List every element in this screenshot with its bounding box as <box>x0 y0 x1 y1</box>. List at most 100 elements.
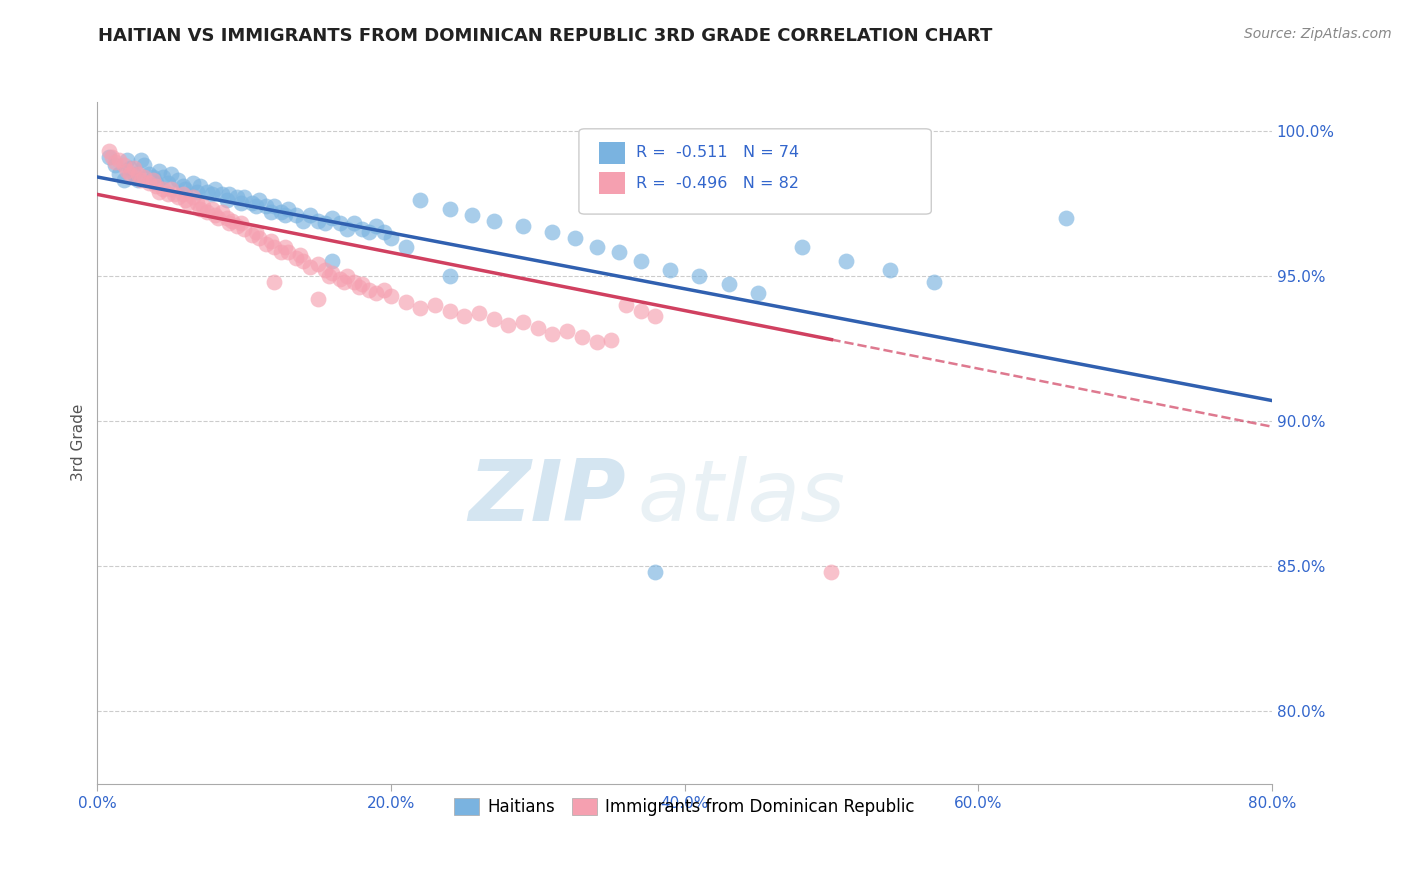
Point <box>159 181 181 195</box>
Point <box>717 277 740 292</box>
Point <box>204 181 226 195</box>
Point <box>423 298 446 312</box>
Text: ZIP: ZIP <box>468 456 626 539</box>
Point <box>118 167 141 181</box>
Point <box>263 275 285 289</box>
Point <box>439 268 461 283</box>
Point <box>186 185 208 199</box>
Point <box>329 217 352 231</box>
Point <box>644 310 666 324</box>
Point <box>134 158 156 172</box>
Point <box>131 173 153 187</box>
Point <box>270 245 292 260</box>
Text: R =  -0.511   N = 74: R = -0.511 N = 74 <box>637 145 800 161</box>
Point <box>277 245 299 260</box>
Point <box>104 158 127 172</box>
Point <box>142 169 165 184</box>
Point <box>571 329 593 343</box>
Point <box>134 169 156 184</box>
Point <box>156 176 179 190</box>
Point <box>299 260 322 274</box>
Point <box>600 333 623 347</box>
Point <box>231 196 253 211</box>
Point <box>131 153 153 167</box>
Point <box>333 275 356 289</box>
Point <box>259 204 281 219</box>
Point <box>482 312 505 326</box>
Point <box>277 202 299 216</box>
Point <box>409 193 432 207</box>
Point <box>211 187 233 202</box>
Point <box>207 211 229 225</box>
Point <box>321 266 343 280</box>
Point <box>108 153 131 167</box>
Point <box>163 187 186 202</box>
Point <box>291 213 314 227</box>
Point <box>343 217 366 231</box>
Point <box>148 185 170 199</box>
Point <box>233 190 256 204</box>
Point <box>688 268 710 283</box>
Point <box>218 217 240 231</box>
Point <box>380 289 402 303</box>
Point <box>127 167 149 181</box>
Point <box>221 213 243 227</box>
Point <box>240 228 263 243</box>
Point <box>512 315 534 329</box>
Point <box>108 167 131 181</box>
Point <box>284 252 307 266</box>
Text: HAITIAN VS IMMIGRANTS FROM DOMINICAN REPUBLIC 3RD GRADE CORRELATION CHART: HAITIAN VS IMMIGRANTS FROM DOMINICAN REP… <box>98 27 993 45</box>
FancyBboxPatch shape <box>579 128 931 214</box>
Point <box>245 225 267 239</box>
Point <box>181 176 204 190</box>
Point <box>204 208 226 222</box>
Point <box>145 178 167 193</box>
Point <box>211 204 233 219</box>
Point <box>115 153 138 167</box>
Point <box>254 236 277 251</box>
Point <box>329 271 352 285</box>
Point <box>658 263 681 277</box>
Point <box>555 324 578 338</box>
Point <box>790 240 813 254</box>
Point <box>118 161 141 176</box>
Point <box>159 167 181 181</box>
Point <box>585 240 607 254</box>
Point <box>395 294 418 309</box>
Text: R =  -0.496   N = 82: R = -0.496 N = 82 <box>637 176 800 191</box>
Point <box>922 275 945 289</box>
Point <box>357 225 380 239</box>
Point <box>373 225 395 239</box>
Point <box>541 326 564 341</box>
Point <box>138 176 160 190</box>
Point <box>112 158 135 172</box>
Point <box>527 321 550 335</box>
Point <box>197 185 219 199</box>
Point <box>233 222 256 236</box>
Point <box>336 222 359 236</box>
Point <box>197 204 219 219</box>
Point <box>152 169 174 184</box>
Point <box>347 280 370 294</box>
Point <box>314 263 336 277</box>
Point <box>145 176 167 190</box>
Point <box>174 181 197 195</box>
Point <box>314 217 336 231</box>
Point <box>357 283 380 297</box>
Point <box>879 263 901 277</box>
Point <box>254 199 277 213</box>
Point <box>247 231 270 245</box>
Point <box>630 303 652 318</box>
Point <box>321 211 343 225</box>
Point <box>307 292 329 306</box>
Point <box>564 231 586 245</box>
Point <box>468 306 491 320</box>
Point <box>614 298 637 312</box>
Point <box>122 161 145 176</box>
Point <box>152 181 174 195</box>
Point <box>270 204 292 219</box>
Point <box>112 173 135 187</box>
Point <box>215 211 238 225</box>
Point <box>218 187 240 202</box>
Y-axis label: 3rd Grade: 3rd Grade <box>72 404 86 482</box>
